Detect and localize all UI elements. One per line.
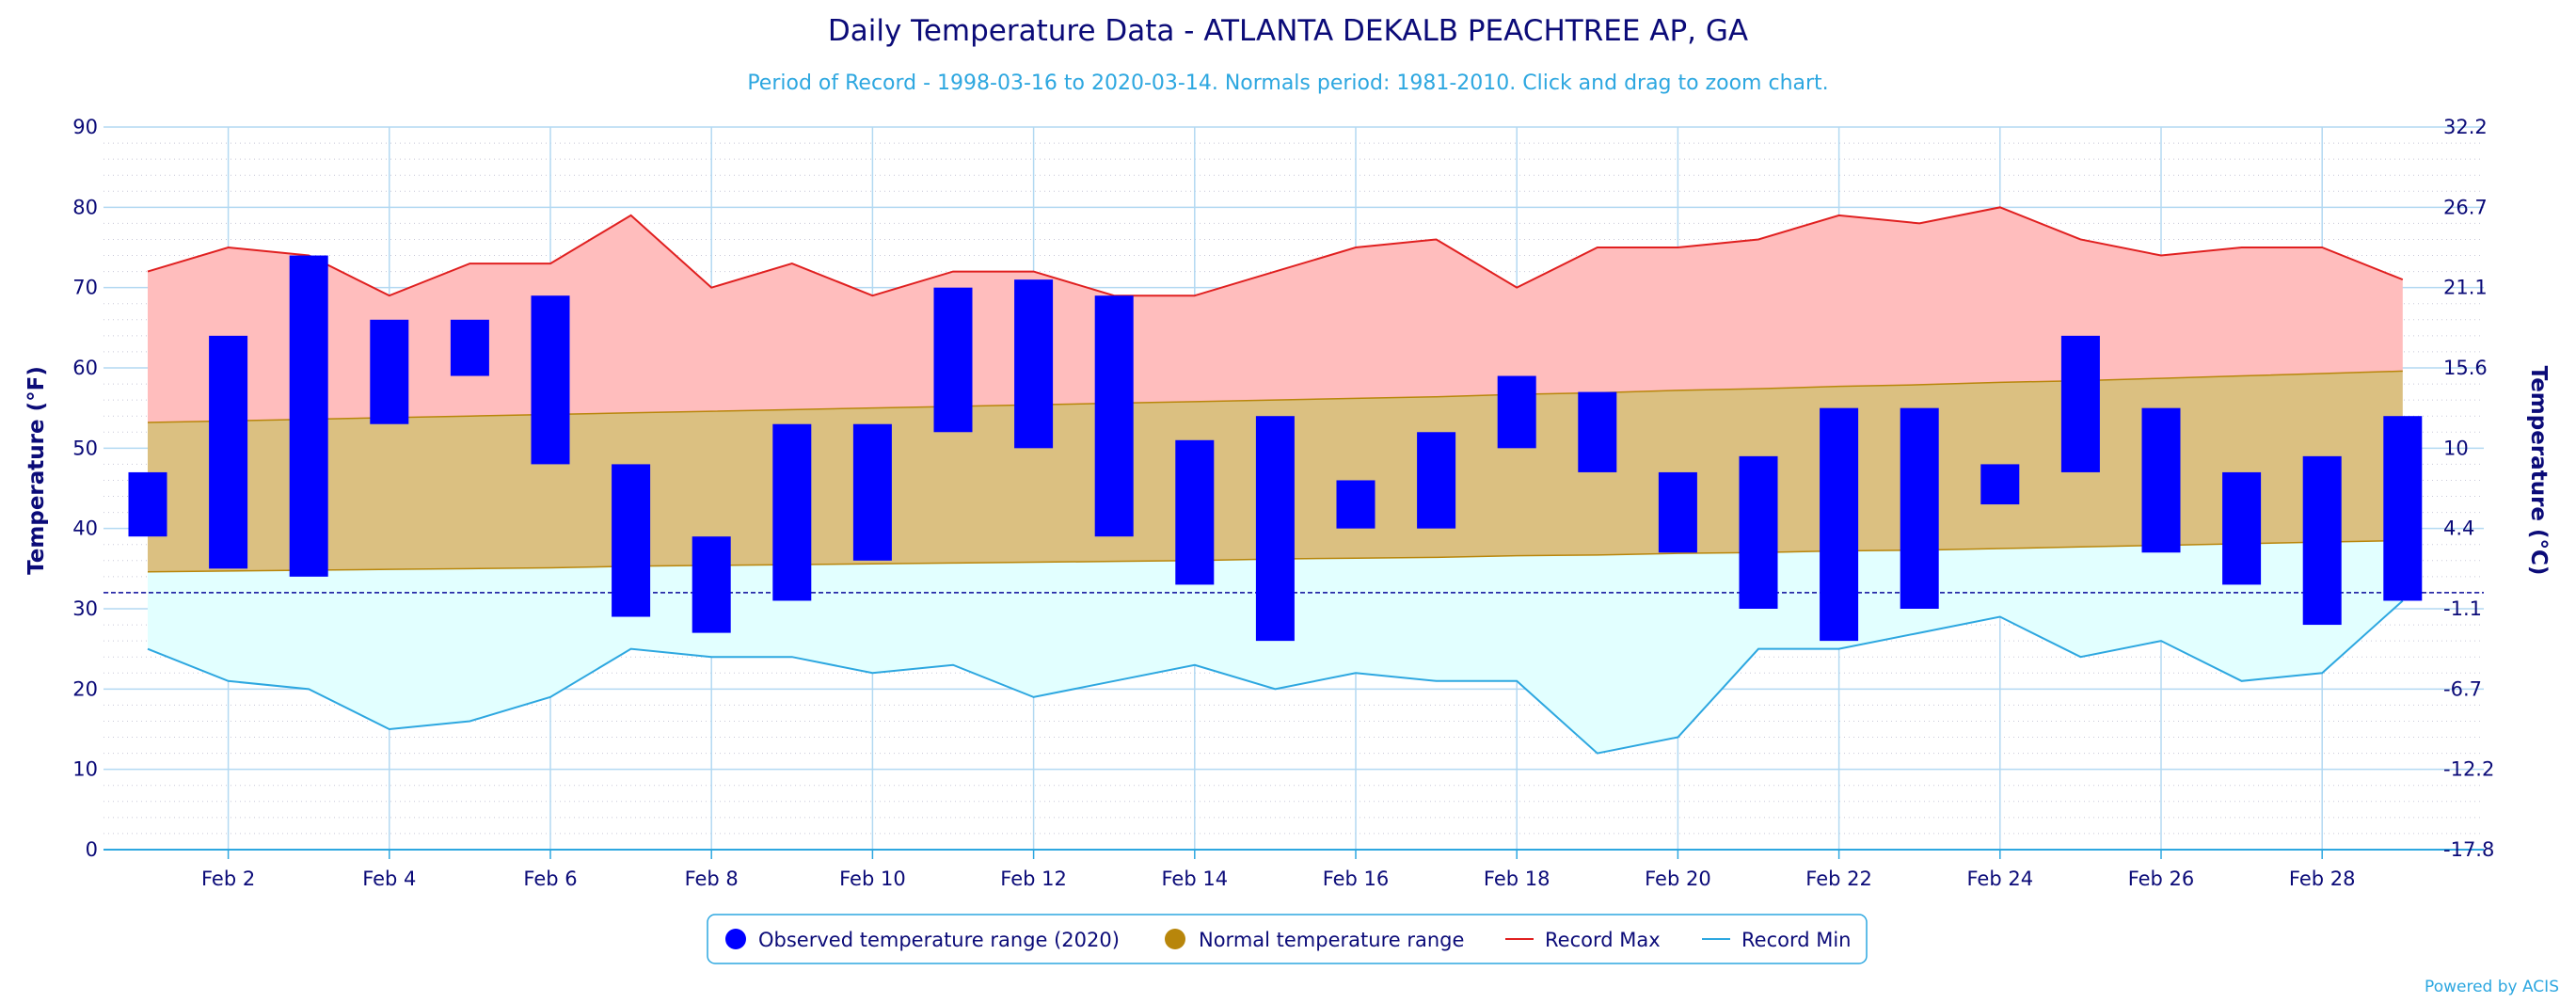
x-tick-labels: Feb 2 Feb 4 Feb 6 Feb 8 Feb 10 Feb 12 Feb 14 Fe… bbox=[201, 868, 2355, 890]
x-tick-label: Feb 10 bbox=[839, 868, 906, 890]
x-tick-label: Feb 26 bbox=[2128, 868, 2195, 890]
x-tick-label: Feb 16 bbox=[1323, 868, 1390, 890]
record-lines bbox=[103, 206, 2484, 755]
legend-item-normal[interactable]: Normal temperature range bbox=[1165, 929, 1464, 951]
y-tick-label: 50 bbox=[72, 437, 98, 459]
x-tick-label: Feb 12 bbox=[1000, 868, 1067, 890]
legend[interactable]: Observed temperature range (2020) Normal… bbox=[707, 914, 1868, 964]
observed-bar[interactable] bbox=[1336, 480, 1375, 529]
legend-observed-marker bbox=[725, 929, 746, 949]
x-tick-label: Feb 24 bbox=[1967, 868, 2034, 890]
chart-subtitle: Period of Record - 1998-03-16 to 2020-03… bbox=[747, 72, 1828, 95]
legend-item-record-min[interactable]: Record Min bbox=[1702, 929, 1852, 951]
y-tick-label: 90 bbox=[72, 116, 98, 138]
observed-bar[interactable] bbox=[1255, 416, 1295, 642]
observed-bar[interactable] bbox=[289, 255, 328, 577]
record-max-area bbox=[148, 207, 2403, 423]
observed-bar[interactable] bbox=[1739, 455, 1778, 609]
y-tick-label: 80 bbox=[72, 196, 98, 218]
observed-bar[interactable] bbox=[1175, 439, 1215, 585]
y-right-tick-label: 4.4 bbox=[2443, 517, 2474, 540]
observed-bar[interactable] bbox=[531, 295, 570, 465]
observed-bar[interactable] bbox=[370, 319, 409, 424]
y-right-tick-label: -1.1 bbox=[2443, 597, 2482, 620]
y-tick-label: 20 bbox=[72, 677, 98, 700]
y-right-tick-labels: 32.2 26.7 21.1 15.6 10 4.4 -1.1 -6.7 -12.2 -17.8 bbox=[2443, 116, 2494, 861]
y-tick-label: 70 bbox=[72, 277, 98, 299]
observed-bar[interactable] bbox=[852, 423, 892, 561]
chart-title: Daily Temperature Data - ATLANTA DEKALB … bbox=[828, 14, 1748, 48]
legend-normal-label: Normal temperature range bbox=[1199, 929, 1464, 951]
y-tick-label: 30 bbox=[72, 597, 98, 620]
y-axis-title: Temperature (°F) bbox=[24, 366, 49, 575]
legend-observed-label: Observed temperature range (2020) bbox=[758, 929, 1120, 951]
x-tick-label: Feb 4 bbox=[362, 868, 416, 890]
observed-bar[interactable] bbox=[772, 423, 812, 601]
y-right-tick-label: -12.2 bbox=[2443, 758, 2494, 781]
y-right-tick-label: -17.8 bbox=[2443, 838, 2494, 861]
observed-bar[interactable] bbox=[1820, 407, 1859, 642]
observed-bar[interactable] bbox=[2141, 407, 2181, 553]
x-tick-label: Feb 18 bbox=[1484, 868, 1550, 890]
observed-bar[interactable] bbox=[209, 335, 248, 569]
y-right-tick-label: -6.7 bbox=[2443, 677, 2482, 700]
legend-box bbox=[707, 914, 1868, 964]
y-tick-label: 0 bbox=[86, 838, 98, 861]
y-tick-label: 60 bbox=[72, 357, 98, 379]
observed-bar[interactable] bbox=[933, 287, 973, 433]
y-right-tick-label: 10 bbox=[2443, 437, 2469, 459]
y-right-axis-title: Temperature (°C) bbox=[2526, 366, 2551, 576]
legend-normal-marker bbox=[1165, 929, 1185, 949]
record-max-line bbox=[147, 206, 2404, 297]
y-right-tick-label: 21.1 bbox=[2443, 277, 2488, 299]
legend-record-max-label: Record Max bbox=[1545, 929, 1661, 951]
legend-item-observed[interactable]: Observed temperature range (2020) bbox=[725, 929, 1120, 951]
observed-bar[interactable] bbox=[692, 536, 731, 633]
observed-bar[interactable] bbox=[1497, 375, 1536, 449]
y-right-tick-label: 26.7 bbox=[2443, 196, 2488, 218]
x-tick-label: Feb 8 bbox=[685, 868, 739, 890]
x-tick-label: Feb 6 bbox=[523, 868, 577, 890]
y-tick-label: 40 bbox=[72, 517, 98, 540]
observed-bar[interactable] bbox=[2383, 416, 2423, 601]
x-tick-label: Feb 20 bbox=[1645, 868, 1711, 890]
observed-bar[interactable] bbox=[1658, 471, 1697, 553]
x-tick-label: Feb 22 bbox=[1805, 868, 1872, 890]
observed-bar[interactable] bbox=[2060, 335, 2100, 472]
observed-bar[interactable] bbox=[1014, 279, 1054, 449]
normal-high-line bbox=[147, 370, 2403, 423]
legend-item-record-max[interactable]: Record Max bbox=[1505, 929, 1661, 951]
observed-bar[interactable] bbox=[2222, 471, 2262, 585]
y-right-tick-label: 32.2 bbox=[2443, 116, 2488, 138]
credit-link[interactable]: Powered by ACIS bbox=[2425, 978, 2559, 996]
record-min-line bbox=[147, 599, 2404, 755]
observed-bar[interactable] bbox=[1900, 407, 1939, 609]
observed-bar[interactable] bbox=[2302, 455, 2342, 626]
observed-bars[interactable] bbox=[128, 255, 2423, 642]
observed-bar[interactable] bbox=[1578, 391, 1617, 472]
x-tick-label: Feb 2 bbox=[201, 868, 255, 890]
y-tick-label: 10 bbox=[72, 758, 98, 781]
observed-bar[interactable] bbox=[1417, 432, 1456, 529]
legend-record-min-label: Record Min bbox=[1741, 929, 1852, 951]
y-tick-labels: 0 10 20 30 40 50 60 70 80 90 bbox=[72, 116, 98, 861]
observed-bar[interactable] bbox=[1980, 464, 2020, 505]
observed-bar[interactable] bbox=[450, 319, 489, 376]
x-tick-label: Feb 14 bbox=[1162, 868, 1229, 890]
observed-bar[interactable] bbox=[1094, 295, 1134, 537]
axes bbox=[103, 849, 2484, 859]
x-tick-label: Feb 28 bbox=[2289, 868, 2356, 890]
observed-bar[interactable] bbox=[128, 471, 167, 537]
observed-bar[interactable] bbox=[612, 464, 651, 617]
y-right-tick-label: 15.6 bbox=[2443, 357, 2488, 379]
